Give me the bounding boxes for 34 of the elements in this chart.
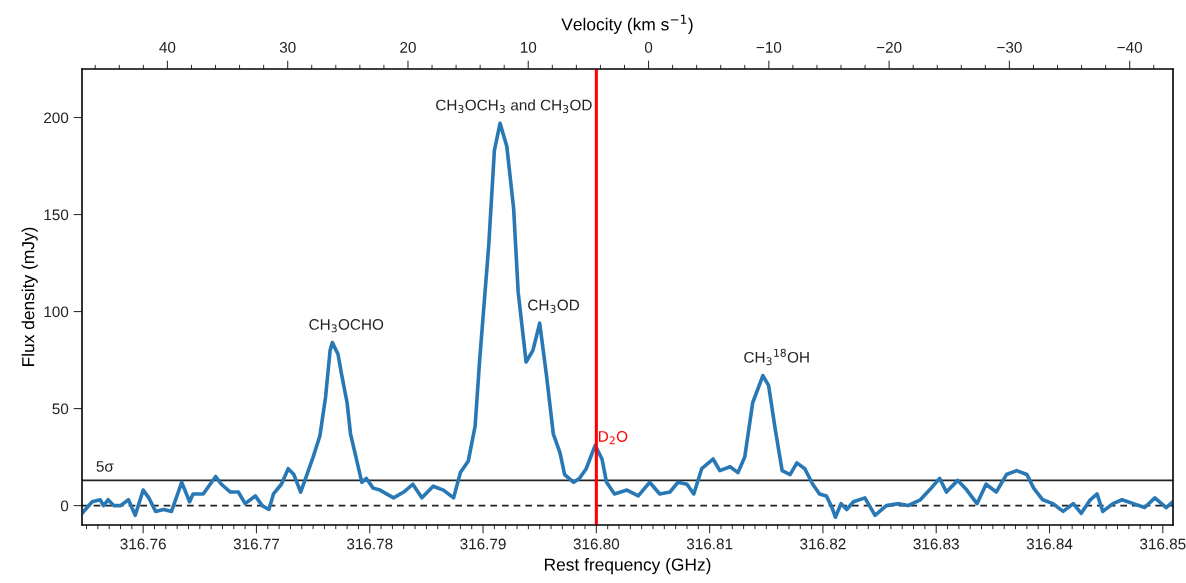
x-tick-label: 316.85 <box>1140 538 1186 550</box>
line-series <box>82 121 1173 520</box>
x-tick-label: 316.84 <box>1026 538 1073 550</box>
x2-tick-label: −10 <box>756 41 782 53</box>
x2-tick-label: −30 <box>997 41 1022 53</box>
annotation: CH$_{3}$OD <box>528 299 580 313</box>
x-tick-label: 316.77 <box>233 538 280 550</box>
x-tick-label: 316.82 <box>800 538 846 550</box>
y-tick-label: 50 <box>52 403 69 415</box>
y-tick-label: 0 <box>60 500 69 512</box>
x-axis-title: Rest frequency (GHz) <box>544 557 711 575</box>
x-tick-label: 316.80 <box>573 538 620 550</box>
ref-line-label: 5σ <box>96 461 114 472</box>
x-tick-label: 316.76 <box>120 538 166 550</box>
x2-tick-label: 30 <box>279 41 296 53</box>
x2-tick-label: 40 <box>159 41 176 53</box>
y-tick-label: 100 <box>44 306 69 318</box>
x-tick-label: 316.81 <box>686 538 733 550</box>
x2-tick-label: 10 <box>520 41 537 53</box>
x2-tick-label: −40 <box>1117 41 1143 53</box>
x-tick-label: 316.78 <box>346 538 393 550</box>
y-tick-label: 200 <box>44 112 69 124</box>
x2-tick-label: −20 <box>876 41 902 53</box>
x-tick-label: 316.79 <box>460 538 506 550</box>
x2-tick-label: 20 <box>400 41 416 53</box>
y-axis-title: Flux density (mJy) <box>21 227 38 366</box>
x2-axis-title: Velocity (km s$^{−1}$) <box>561 14 693 34</box>
y-tick-label: 150 <box>44 209 69 221</box>
x-tick-label: 316.83 <box>913 538 959 550</box>
x2-tick-label: 0 <box>644 41 653 53</box>
annotation: CH$_{3}$OCH$_{3}$ and CH$_{3}$OD <box>436 99 592 114</box>
ref-line-label: D$_{2}$O <box>598 431 628 445</box>
annotation: CH$_{3}$OCHO <box>309 319 384 333</box>
annotation: CH$_{3}$$^{18}$OH <box>744 348 809 366</box>
